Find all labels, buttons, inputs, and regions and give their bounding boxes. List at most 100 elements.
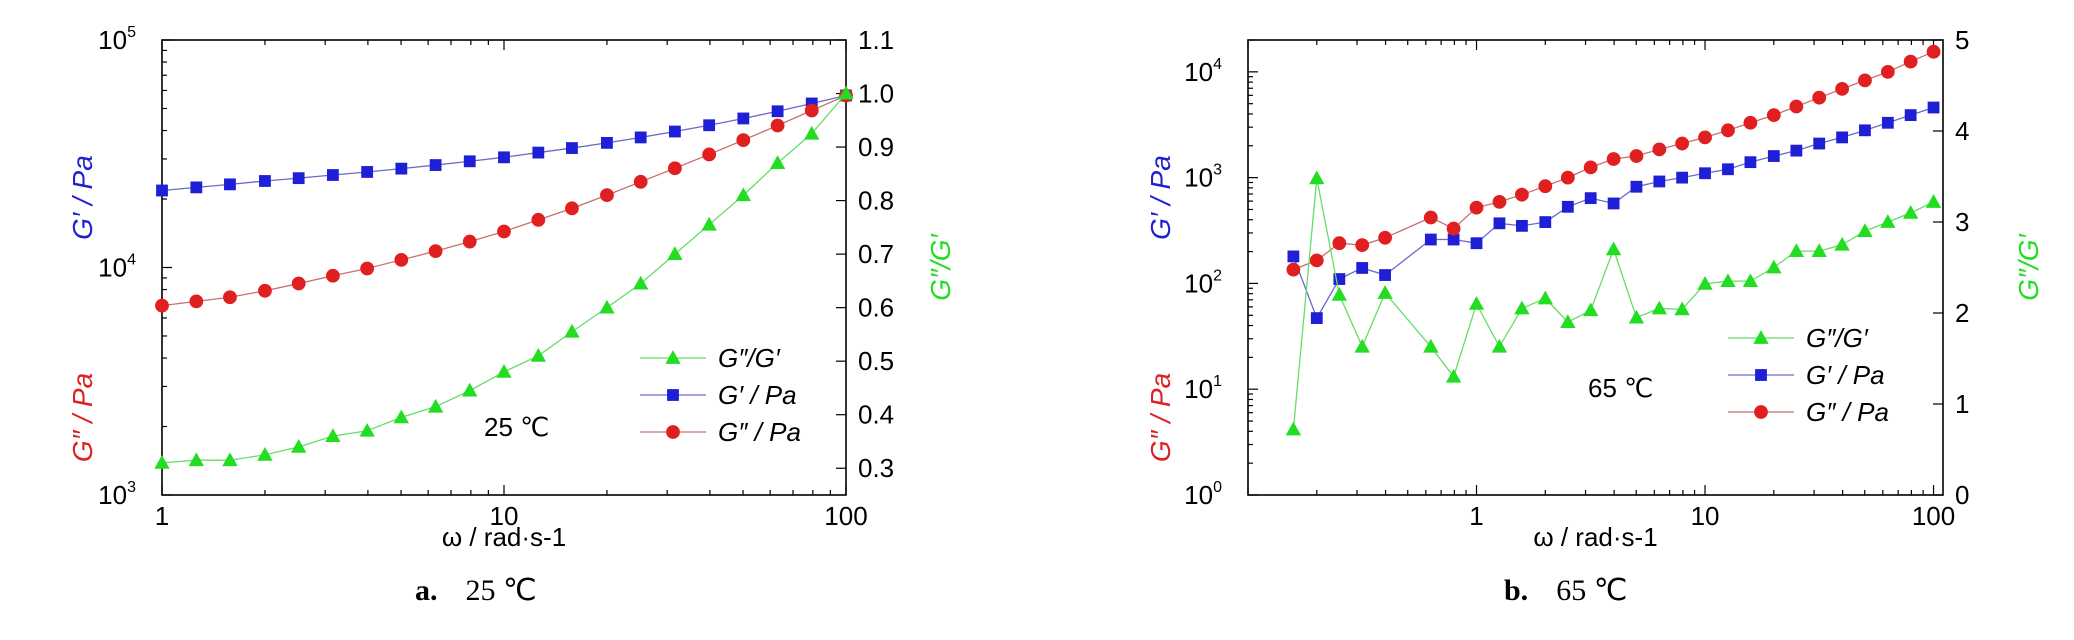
series-square xyxy=(1287,101,1940,325)
data-point xyxy=(462,234,477,249)
data-point xyxy=(361,166,374,178)
y-right-tick-label: 1.1 xyxy=(858,25,894,55)
x-tick-label: 10 xyxy=(1691,501,1720,531)
data-point xyxy=(1880,214,1896,228)
data-point xyxy=(224,178,236,191)
data-point xyxy=(1925,194,1942,208)
data-point xyxy=(1469,200,1484,215)
data-point xyxy=(600,188,614,203)
data-point xyxy=(599,299,615,314)
y-left-tick-label: 100 xyxy=(1184,479,1222,510)
data-point xyxy=(1813,137,1826,150)
data-point xyxy=(1811,243,1827,258)
data-point xyxy=(190,181,203,194)
data-point xyxy=(1926,44,1941,59)
data-point xyxy=(1446,221,1461,236)
series-triangle xyxy=(154,85,854,469)
data-point xyxy=(156,184,168,197)
series-square xyxy=(156,89,852,197)
data-point xyxy=(325,268,340,283)
data-point xyxy=(188,452,205,467)
data-point xyxy=(1742,273,1759,288)
y-left-tick-base: 10 xyxy=(1184,374,1213,404)
data-point xyxy=(703,119,716,132)
y-right-label: G″/G′ xyxy=(925,233,956,301)
data-point xyxy=(1468,296,1485,310)
data-point xyxy=(1356,262,1369,274)
y-right-tick-label: 0.8 xyxy=(858,186,894,216)
y-right-tick-label: 4 xyxy=(1955,116,1969,146)
data-point xyxy=(1790,144,1803,157)
data-point xyxy=(1859,124,1871,137)
data-point xyxy=(633,174,648,189)
y-left-tick-base: 10 xyxy=(98,480,127,510)
data-point xyxy=(1491,338,1508,353)
data-point xyxy=(601,136,613,149)
data-point xyxy=(257,447,273,461)
data-point xyxy=(804,125,820,140)
y-left-tick-base: 10 xyxy=(1184,480,1213,510)
data-point xyxy=(1606,152,1621,166)
y-left-tick-base: 10 xyxy=(1184,57,1213,87)
data-point xyxy=(1903,54,1918,69)
data-point xyxy=(1902,205,1919,219)
data-point xyxy=(1333,273,1346,285)
data-point xyxy=(1789,99,1804,114)
y-right-tick-label: 2 xyxy=(1955,298,1969,328)
plot-frame xyxy=(1247,39,1944,496)
data-point xyxy=(532,146,545,159)
data-point xyxy=(1423,338,1439,353)
series-triangle xyxy=(1285,170,1942,436)
y-right-tick-label: 0.5 xyxy=(858,346,894,376)
data-point xyxy=(393,409,410,424)
series-line xyxy=(1292,106,1934,320)
panel-caption: a. 25 ℃ xyxy=(415,574,537,607)
data-point xyxy=(1537,290,1553,305)
data-point xyxy=(1835,81,1850,96)
data-point xyxy=(1788,243,1805,258)
series-line xyxy=(1292,178,1934,430)
data-point xyxy=(292,172,305,185)
data-point xyxy=(1881,116,1894,129)
data-point xyxy=(530,348,547,362)
legend-item: G″ / Pa xyxy=(640,417,801,447)
data-point xyxy=(1514,300,1530,315)
data-point xyxy=(1607,197,1620,210)
data-point xyxy=(1653,175,1666,188)
data-point xyxy=(668,125,681,138)
data-point xyxy=(429,159,442,171)
legend-item: G″ / Pa xyxy=(1728,397,1889,427)
data-point xyxy=(359,422,375,437)
data-point xyxy=(1561,200,1574,213)
temperature-annotation: 65 ℃ xyxy=(1588,373,1653,403)
data-point xyxy=(1538,179,1553,194)
data-point xyxy=(1743,115,1758,130)
y-right-tick-label: 1 xyxy=(1955,389,1969,419)
data-point xyxy=(1354,338,1370,353)
data-point xyxy=(428,244,443,259)
data-point xyxy=(1927,101,1940,114)
data-point xyxy=(769,155,786,170)
data-point xyxy=(326,169,339,181)
data-point xyxy=(1812,90,1827,105)
data-point xyxy=(1766,108,1781,123)
data-point xyxy=(1630,180,1643,193)
data-point xyxy=(1698,130,1712,145)
panel-caption-text: 65 ℃ xyxy=(1556,574,1627,607)
data-point xyxy=(1470,237,1483,250)
y-left-tick-label: 101 xyxy=(1184,373,1222,404)
data-point xyxy=(222,452,238,467)
x-axis-label: ω / rad·s-1 xyxy=(1533,522,1657,552)
data-point xyxy=(1309,253,1324,268)
data-point xyxy=(291,439,307,453)
y-left-label-gdouble: G″ / Pa xyxy=(1145,373,1176,462)
legend-marker xyxy=(1754,405,1768,419)
data-point xyxy=(497,224,511,239)
data-point xyxy=(566,142,578,154)
data-point xyxy=(1628,309,1645,324)
data-point xyxy=(1332,236,1347,251)
data-point xyxy=(463,155,476,168)
